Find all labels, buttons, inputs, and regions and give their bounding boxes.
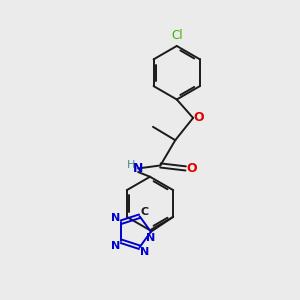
Text: N: N: [111, 241, 120, 251]
Text: C: C: [141, 207, 149, 217]
Text: N: N: [146, 233, 155, 243]
Text: O: O: [186, 162, 197, 175]
Text: N: N: [111, 213, 120, 223]
Text: N: N: [133, 162, 143, 175]
Text: N: N: [140, 247, 150, 257]
Text: H: H: [127, 160, 135, 170]
Text: Cl: Cl: [171, 29, 183, 42]
Text: O: O: [193, 111, 204, 124]
